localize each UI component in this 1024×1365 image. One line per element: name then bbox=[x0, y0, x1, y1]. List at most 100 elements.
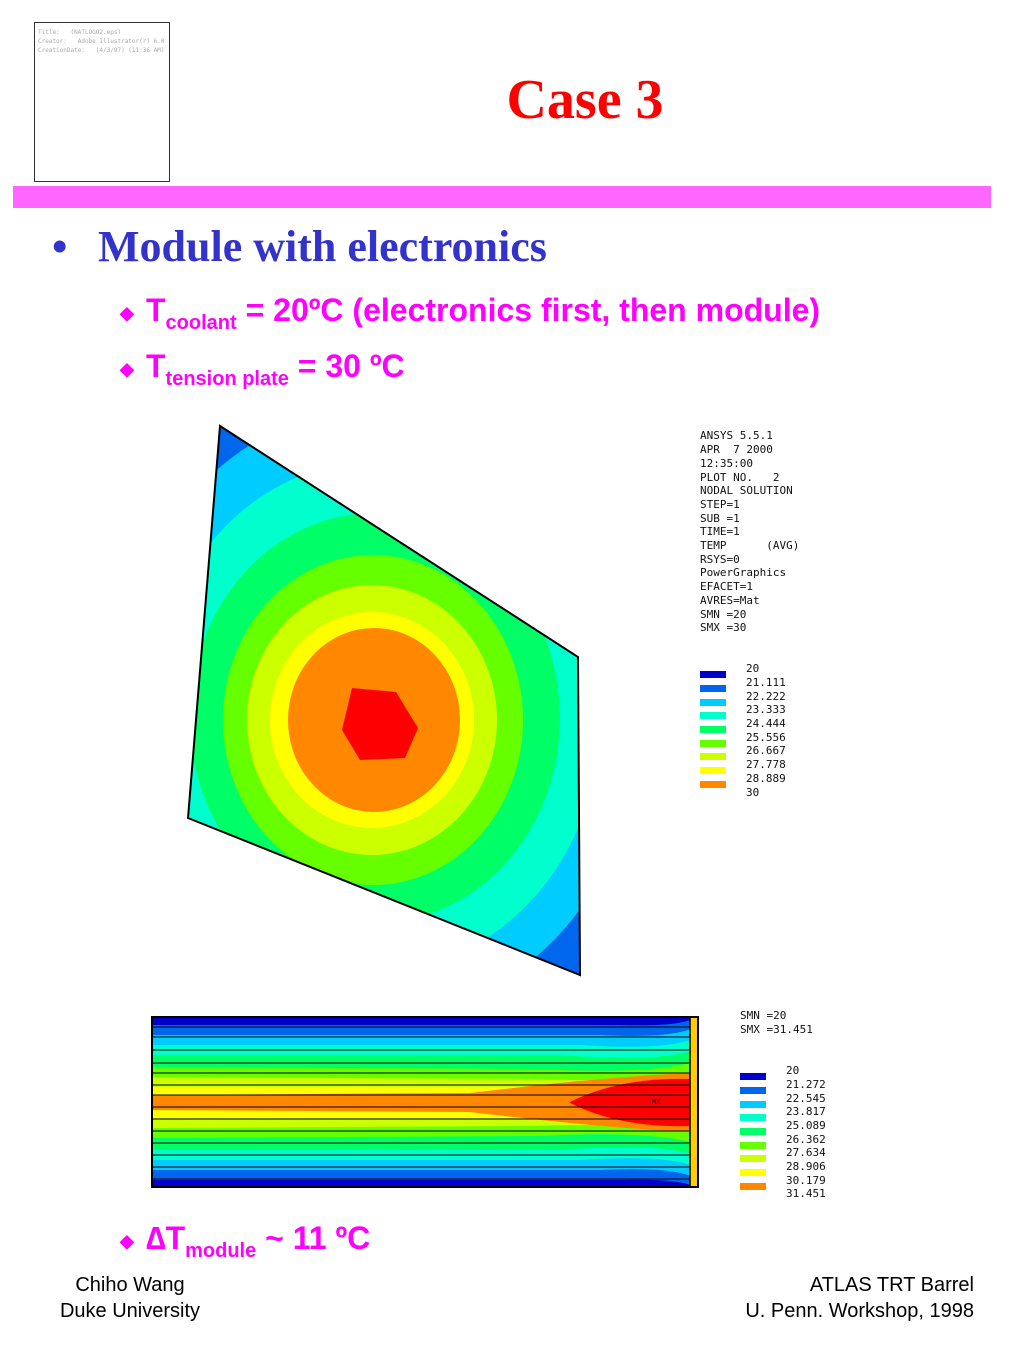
electronics-strip bbox=[689, 1016, 699, 1188]
plot1-legend-row: 26.667 bbox=[700, 744, 799, 761]
sub-bullet-coolant: ◆ Tcoolant = 20ºC (electronics first, the… bbox=[120, 290, 820, 343]
plot2-header-line: SMX =31.451 bbox=[740, 1023, 813, 1037]
plot2-legend-swatch bbox=[740, 1141, 766, 1149]
eps-logo-placeholder: Title: (NATLOGO2.eps) Creator: Adobe Ill… bbox=[34, 22, 170, 182]
title-divider-bar bbox=[13, 186, 991, 208]
sub-bullet-text: ~ 11 ºC bbox=[256, 1220, 371, 1256]
plot2-legend-value: 26.362 bbox=[786, 1132, 826, 1146]
module-contour-plot bbox=[186, 424, 582, 977]
footer-experiment: ATLAS TRT Barrel bbox=[809, 1274, 974, 1296]
plot2-legend-row: 25.089 bbox=[740, 1119, 826, 1135]
plot1-legend-value: 30 bbox=[746, 785, 760, 799]
plot2-legend-value: 23.817 bbox=[786, 1105, 826, 1119]
plot1-scale: 20 21.111 22.222 23.333 24.444 25.556 26.667 27… bbox=[700, 662, 799, 799]
plot2-legend-row: 28.906 bbox=[740, 1160, 826, 1177]
plot1-legend-value: 27.778 bbox=[746, 758, 786, 772]
plot2-legend-row: 30.179 bbox=[740, 1174, 826, 1190]
plot1-legend-row: 27.778 bbox=[700, 758, 799, 775]
sub-bullet-subscript: tension plate bbox=[165, 368, 289, 390]
plot1-header-line: 12:35:00 bbox=[700, 456, 753, 470]
plot2-header: SMN =20 SMX =31.451 bbox=[740, 1009, 813, 1036]
footer-right: ATLAS TRT Barrel U. Penn. Workshop, 1998 bbox=[745, 1272, 974, 1324]
plot1-legend-row: 25.556 bbox=[700, 730, 799, 747]
plot2-legend-swatch bbox=[740, 1182, 766, 1190]
slide-title: Case 3 bbox=[506, 69, 664, 131]
bullet-dot-icon: • bbox=[52, 222, 68, 271]
plot2-legend-value: 31.451 bbox=[786, 1187, 826, 1201]
sub-bullet-symbol: T bbox=[165, 1220, 186, 1256]
sub-bullet-text: = 20ºC (electronics first, then module) bbox=[236, 292, 821, 328]
plot1-header-line: NODAL SOLUTION bbox=[700, 484, 793, 498]
plot2-legend-value: 30.179 bbox=[786, 1173, 826, 1187]
plot2-legend-row: 31.451 bbox=[740, 1187, 826, 1201]
plot2-legend-swatch bbox=[740, 1073, 766, 1081]
sub-bullet-subscript: coolant bbox=[165, 312, 237, 334]
plot1-legend-swatch bbox=[700, 671, 726, 679]
plot1-legend-row: 22.222 bbox=[700, 689, 799, 706]
sub-bullet-subscript: module bbox=[185, 1240, 257, 1262]
plot1-legend-value: 26.667 bbox=[746, 744, 786, 758]
layer-lines bbox=[152, 1026, 695, 1180]
diamond-bullet-icon: ◆ bbox=[120, 358, 134, 379]
plot1-header-line: TIME=1 bbox=[700, 525, 740, 539]
plot2-legend: SMN =20 SMX =31.451 20 21.272 22.545 23.817 2… bbox=[740, 982, 826, 1215]
side-view-contour-plot: MX bbox=[151, 1016, 699, 1188]
plot1-legend-swatch bbox=[700, 685, 726, 693]
contour-bands bbox=[188, 426, 580, 975]
plot1-legend-swatch bbox=[700, 780, 726, 788]
plot2-scale: 20 21.272 22.545 23.817 25.089 26.362 27.634 28… bbox=[740, 1064, 826, 1201]
plot1-header-line: AVRES=Mat bbox=[700, 593, 760, 607]
plot1-header-line: ANSYS 5.5.1 bbox=[700, 429, 773, 443]
plot2-legend-row: 27.634 bbox=[740, 1146, 826, 1163]
plot1-header-line: PLOT NO. 2 bbox=[700, 470, 780, 484]
diamond-bullet-icon: ◆ bbox=[120, 302, 134, 323]
plot1-legend-value: 22.222 bbox=[746, 689, 786, 703]
plot2-legend-value: 27.634 bbox=[786, 1146, 826, 1160]
plot2-legend-value: 28.906 bbox=[786, 1160, 826, 1174]
plot2-legend-value: 22.545 bbox=[786, 1091, 826, 1105]
plot1-header-line: TEMP (AVG) bbox=[700, 539, 800, 553]
plot1-legend-value: 25.556 bbox=[746, 730, 786, 744]
plot2-legend-row: 20 bbox=[740, 1064, 813, 1081]
plot1-legend-swatch bbox=[700, 767, 726, 775]
plot2-legend-swatch bbox=[740, 1100, 766, 1108]
sub-bullet-text: = 30 ºC bbox=[288, 348, 405, 384]
plot1-header-line: SMX =30 bbox=[700, 621, 747, 635]
plot1-legend-row: 30 bbox=[700, 786, 799, 800]
plot2-legend-swatch bbox=[740, 1114, 766, 1122]
plot1-legend-row: 21.111 bbox=[700, 676, 799, 693]
plot2-legend-row: 21.272 bbox=[740, 1078, 826, 1094]
plot1-legend-value: 20 bbox=[746, 662, 760, 676]
sub-bullet-delta-t: ◆ ∆Tmodule ~ 11 ºC bbox=[120, 1218, 370, 1271]
plot1-legend-row: 24.444 bbox=[700, 717, 799, 734]
plot1-header-line: EFACET=1 bbox=[700, 580, 753, 594]
plot2-legend-swatch bbox=[740, 1086, 766, 1094]
max-marker-label: MX bbox=[652, 1098, 661, 1106]
plot1-legend-swatch bbox=[700, 726, 726, 734]
module-outline bbox=[186, 424, 582, 977]
plot1-legend-value: 24.444 bbox=[746, 717, 786, 731]
footer-institution: Duke University bbox=[59, 1300, 201, 1322]
plot2-legend-value: 20 bbox=[786, 1064, 800, 1078]
plot1-legend-swatch bbox=[700, 712, 726, 720]
footer-left: Chiho Wang Duke University bbox=[50, 1272, 210, 1324]
plot1-legend-swatch bbox=[700, 698, 726, 706]
side-view-outline bbox=[151, 1016, 699, 1188]
plot1-legend-swatch bbox=[700, 753, 726, 761]
plot1-header-line: RSYS=0 bbox=[700, 552, 740, 566]
plot1-legend-value: 21.111 bbox=[746, 676, 786, 690]
plot1-legend-row: 28.889 bbox=[700, 772, 799, 788]
sub-bullet-symbol: T bbox=[146, 348, 166, 384]
plot2-legend-row: 22.545 bbox=[740, 1092, 826, 1108]
eps-placeholder-text: Title: (NATLOGO2.eps) Creator: Adobe Ill… bbox=[38, 29, 165, 54]
plot1-header-line: SUB =1 bbox=[700, 511, 740, 525]
delta-symbol: ∆ bbox=[146, 1220, 166, 1256]
plot2-legend-value: 25.089 bbox=[786, 1118, 826, 1132]
plot2-legend-swatch bbox=[740, 1155, 766, 1163]
plot1-legend-row: 20 bbox=[700, 662, 799, 679]
plot2-legend-row: 23.817 bbox=[740, 1105, 826, 1122]
sub-bullet-tension-plate: ◆ Ttension plate = 30 ºC bbox=[120, 346, 405, 399]
footer-author: Chiho Wang bbox=[75, 1274, 185, 1296]
plot1-legend-value: 23.333 bbox=[746, 703, 786, 717]
